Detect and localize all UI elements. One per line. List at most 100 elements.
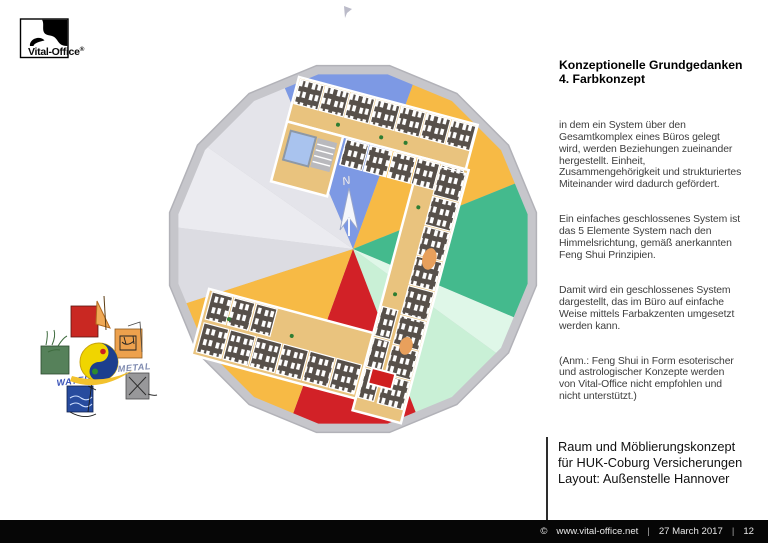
concept-text-block: Konzeptionelle Grundgedanken 4. Farbkonz… <box>559 58 766 426</box>
atrium-courtyard <box>281 129 318 168</box>
concept-paragraphs: in dem ein System über den Gesamtkomplex … <box>559 120 766 403</box>
office-room <box>338 138 370 172</box>
text-line: von Vital-Office nicht empfohlen und <box>559 379 722 391</box>
office-room <box>394 105 427 138</box>
earth-element-square <box>114 328 143 359</box>
office-room <box>328 357 363 395</box>
concept-paragraph: Damit wird ein geschlossenes System darge… <box>559 285 766 333</box>
text-line: wird, werden Beziehungen zueinander <box>559 143 733 155</box>
project-block-rule <box>546 437 548 520</box>
floorplan-building <box>189 75 480 425</box>
office-room <box>343 92 376 125</box>
fire-sail-sketch <box>95 300 111 329</box>
water-boat-sketch <box>69 381 97 417</box>
text-line: Feng Shui Prinzipien. <box>559 249 656 261</box>
footer-url: www.vital-office.net <box>556 526 639 537</box>
plant-dot <box>379 135 384 140</box>
earth-easel-sketch <box>127 321 143 353</box>
plant-dot <box>416 205 421 210</box>
project-title-block: Raum und Möblierungskonzept für HUK-Cobur… <box>558 439 742 488</box>
text-line: in dem ein System über den <box>559 119 686 131</box>
office-room <box>419 112 452 145</box>
concept-paragraph: Ein einfaches geschlossenes System ist da… <box>559 214 766 262</box>
logo-wordmark: Vital-Office® <box>28 45 85 58</box>
red-accent-room <box>366 366 397 391</box>
north-label: N <box>341 174 353 188</box>
text-line: werden kann. <box>559 320 621 332</box>
footer-page-number: 12 <box>743 526 754 537</box>
logo-yinyang-shape <box>42 19 68 46</box>
text-line: Damit wird ein geschlossenes System <box>559 284 731 296</box>
office-room <box>226 297 256 332</box>
office-room <box>248 303 278 338</box>
concept-title: Konzeptionelle Grundgedanken 4. Farbkonz… <box>559 58 766 87</box>
yellow-swoosh <box>70 370 133 386</box>
office-room <box>222 329 257 367</box>
text-line: (Anm.: Feng Shui in Form esoterischer <box>559 355 734 367</box>
yinyang-green-dot <box>92 368 98 375</box>
wheel-segment-northwest-gray <box>178 147 353 249</box>
concept-paragraph: in dem ein System über den Gesamtkomplex … <box>559 120 766 191</box>
plant-dot <box>289 333 294 338</box>
text-line: das 5 Elemente System nach den <box>559 226 712 238</box>
metal-label: METAL <box>117 361 151 374</box>
plant-dot <box>393 292 398 297</box>
top-marker <box>344 6 352 18</box>
office-room <box>373 305 399 341</box>
metal-sketch <box>128 376 158 396</box>
office-room <box>445 119 477 152</box>
text-line: Ein einfaches geschlossenes System ist <box>559 214 741 226</box>
text-line: Miteinander wird dadurch gefördert. <box>559 179 720 191</box>
project-line: für HUK-Coburg Versicherungen <box>558 455 743 471</box>
logo-yinyang-tail <box>29 37 45 46</box>
footer-copyright: © <box>540 526 548 537</box>
text-line: Weise mittels Farbakzenten umgesetzt <box>559 308 735 320</box>
text-line: dargestellt, das im Büro auf einfache <box>559 296 724 308</box>
footer-separator: | <box>647 526 650 537</box>
yinyang-red-dot <box>100 348 106 355</box>
office-room <box>410 157 441 191</box>
footer-separator: | <box>731 526 735 537</box>
office-room <box>424 195 459 232</box>
wood-plant-sketch <box>45 329 68 353</box>
earth-sketch <box>119 335 137 351</box>
text-line: nicht unterstützt.) <box>559 391 637 403</box>
wood-element-square <box>40 345 70 375</box>
office-room <box>318 85 351 118</box>
yin-yang-symbol <box>79 342 119 382</box>
text-line: Himmelsrichtung, gemäß anerkannten <box>559 238 732 250</box>
vital-office-logo: Vital-Office® <box>19 18 85 59</box>
plants-dots <box>226 122 421 338</box>
concept-title-line: Konzeptionelle Grundgedanken <box>559 58 743 72</box>
text-line: Gesamtkomplex eines Büros gelegt <box>559 131 720 143</box>
office-room <box>369 99 401 132</box>
fire-element-square <box>70 305 99 338</box>
footer-date: 27 March 2017 <box>658 526 723 537</box>
plant-dot <box>335 122 340 127</box>
conference-table <box>422 248 437 270</box>
office-room <box>195 322 230 360</box>
text-line: Zusammengehörigkeit und strukturiertes <box>559 167 742 179</box>
fire-mast-sketch <box>103 295 107 331</box>
north-arrow: N <box>339 174 359 236</box>
office-room <box>400 284 435 322</box>
five-elements-diagram: METAL WATER <box>40 295 158 417</box>
text-line: und astrologischer Konzepte werden <box>559 367 725 379</box>
office-room <box>386 151 417 184</box>
office-room <box>248 336 283 374</box>
wheel-segment-west-gray <box>178 227 353 304</box>
stairwell <box>310 137 338 173</box>
project-line: Layout: Außenstelle Hannover <box>558 471 730 487</box>
concept-title-line: 4. Farbkonzept <box>559 72 646 87</box>
conference-table <box>399 337 413 355</box>
plant-dot <box>226 317 231 322</box>
project-line: Raum und Möblierungskonzept <box>558 439 736 454</box>
office-room <box>432 165 467 203</box>
concept-paragraph: (Anm.: Feng Shui in Form esoterischer und… <box>559 356 766 404</box>
office-room <box>275 343 310 381</box>
office-room <box>362 145 393 178</box>
office-room <box>204 291 234 326</box>
office-room <box>293 78 325 111</box>
